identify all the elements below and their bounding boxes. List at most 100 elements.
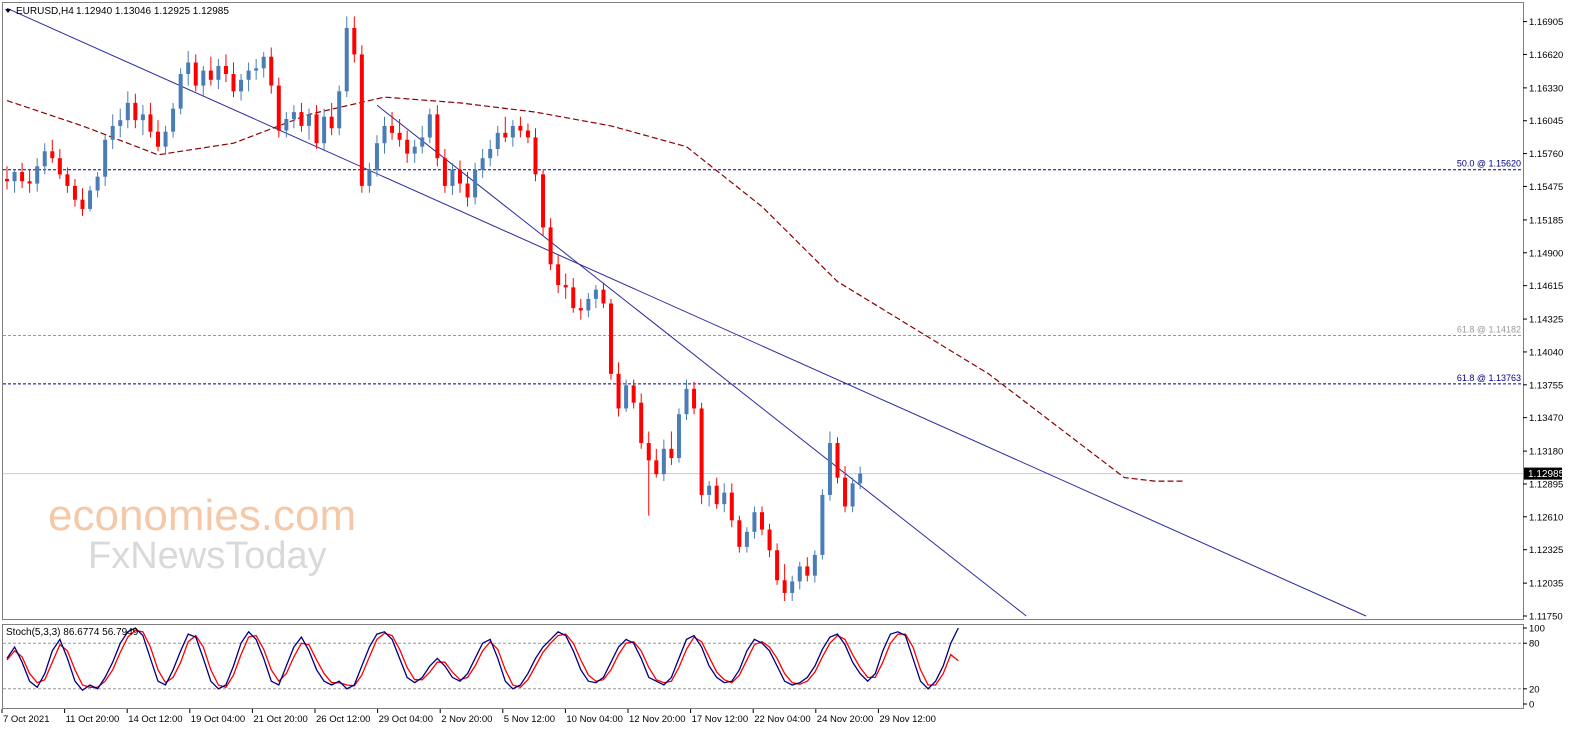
candle-bear	[352, 27, 357, 55]
candle-bear	[775, 550, 780, 581]
candle-bear	[843, 477, 848, 507]
candle-bull	[42, 151, 47, 167]
candle-bull	[752, 512, 757, 532]
menu-triangle-icon[interactable]	[5, 9, 11, 13]
stoch-pane[interactable]	[2, 624, 1524, 709]
fib-levels: 50.0 @ 1.15620 61.8 @ 1.14182 61.8 @ 1.137…	[3, 159, 1523, 475]
candle-bear	[465, 183, 470, 198]
candle-bear	[548, 227, 553, 265]
candle-bull	[291, 112, 296, 120]
price-tick-label: 1.14900	[1529, 248, 1563, 259]
candle-bull	[850, 483, 855, 507]
candle-bull	[790, 581, 795, 593]
candle-bear	[80, 199, 85, 209]
time-tick-label: 14 Oct 12:00	[128, 714, 182, 725]
price-tick-label: 1.12895	[1529, 479, 1563, 490]
candle-bull	[480, 158, 485, 170]
candle-bear	[525, 130, 530, 138]
candle-bull	[676, 414, 681, 459]
candle-bear	[390, 125, 395, 133]
candle-bear	[57, 158, 62, 175]
price-tick-label: 1.16905	[1529, 17, 1563, 28]
watermark: economies.com FxNewsToday	[48, 491, 356, 577]
candle-bull	[382, 125, 387, 144]
candle-bear	[405, 139, 410, 154]
current-price-label: 1.12985	[1528, 469, 1565, 480]
price-tick-label: 1.15760	[1529, 149, 1563, 160]
candle-bull	[412, 146, 417, 154]
candle-bear	[782, 580, 787, 593]
ma-line	[6, 96, 1185, 482]
candle-bear	[223, 65, 228, 75]
time-tick-label: 26 Oct 12:00	[316, 714, 370, 725]
candle-bull	[473, 169, 478, 198]
candle-bull	[12, 172, 17, 182]
price-tick-label: 1.13180	[1529, 447, 1563, 458]
fib-level-label: 50.0 @ 1.15620	[1457, 159, 1521, 169]
time-axis: 7 Oct 2021 11 Oct 20:00 14 Oct 12:00 19 Oct…	[1, 709, 936, 725]
candle-bull	[450, 169, 455, 186]
channel-lower-line	[376, 104, 1027, 617]
candle-bear	[616, 373, 621, 409]
price-tick-label: 1.14325	[1529, 315, 1563, 326]
candle-bull	[797, 566, 802, 582]
watermark-economies: economies.com	[48, 491, 356, 540]
candle-bull	[661, 448, 666, 475]
candle-bear	[609, 303, 613, 374]
candle-bull	[103, 139, 108, 177]
candle-bull	[35, 166, 40, 184]
candle-bear	[208, 70, 213, 80]
candle-bear	[737, 520, 742, 547]
candle-bear	[601, 289, 606, 304]
time-tick-label: 12 Nov 20:00	[629, 714, 686, 725]
candle-bear	[193, 62, 198, 86]
stochastic-oscillator	[3, 627, 1523, 692]
candle-bear	[835, 443, 840, 478]
candle-bear	[699, 408, 704, 495]
stoch-tick-label: 20	[1529, 684, 1540, 695]
candle-bear	[20, 172, 25, 182]
time-tick-label: 22 Nov 04:00	[754, 714, 811, 725]
candle-bull	[186, 62, 191, 75]
time-tick-label: 21 Oct 20:00	[253, 714, 307, 725]
candle-bull	[95, 176, 100, 191]
time-tick-label: 5 Nov 12:00	[504, 714, 555, 725]
candle-bull	[284, 119, 289, 131]
candle-bull	[684, 388, 689, 415]
price-pane[interactable]	[2, 2, 1524, 620]
candle-bull	[163, 131, 168, 147]
candle-bull	[322, 116, 327, 144]
time-tick-label: 11 Oct 20:00	[66, 714, 120, 725]
candle-bull	[586, 298, 591, 311]
candle-bear	[639, 402, 644, 444]
candle-bear	[760, 512, 764, 530]
candle-bull	[307, 114, 311, 126]
candle-bear	[397, 132, 402, 140]
candle-bull	[344, 27, 349, 92]
candle-bull	[171, 108, 176, 132]
stoch-header: Stoch(5,3,3) 86.6774 56.7949	[6, 627, 139, 638]
candle-bull	[510, 125, 515, 138]
fib-level-label: 61.8 @ 1.14182	[1457, 325, 1521, 335]
candle-bull	[261, 56, 266, 69]
candle-bear	[556, 264, 561, 286]
candle-bear	[27, 181, 32, 184]
stoch-axis: 100 80 20 0	[1523, 624, 1545, 711]
price-tick-label: 1.13755	[1529, 380, 1563, 391]
candle-bear	[518, 125, 523, 131]
candle-bear	[50, 151, 55, 159]
stoch-tick-label: 0	[1529, 700, 1534, 711]
candle-bull	[812, 554, 817, 576]
channel-upper-line	[6, 7, 1367, 617]
price-tick-label: 1.15185	[1529, 215, 1563, 226]
candle-bear	[631, 385, 636, 403]
candle-bull	[216, 65, 221, 80]
candle-bull	[827, 443, 832, 495]
candle-bear	[563, 285, 568, 288]
candle-bear	[435, 114, 440, 159]
stoch-main-line	[6, 627, 959, 692]
ohlc-values: 1.12940 1.13046 1.12925 1.12985	[76, 6, 229, 17]
candle-bear	[503, 132, 508, 138]
